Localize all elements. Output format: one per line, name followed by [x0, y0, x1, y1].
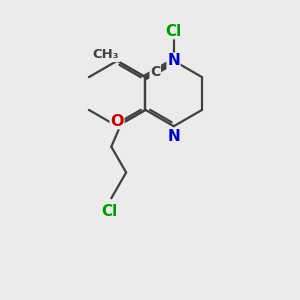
Text: CH₃: CH₃: [93, 48, 119, 62]
Text: O: O: [110, 113, 124, 128]
Text: C: C: [150, 64, 160, 79]
Text: N: N: [167, 129, 180, 144]
Text: N: N: [167, 53, 180, 68]
Text: Cl: Cl: [102, 204, 118, 219]
Text: Cl: Cl: [166, 24, 182, 39]
